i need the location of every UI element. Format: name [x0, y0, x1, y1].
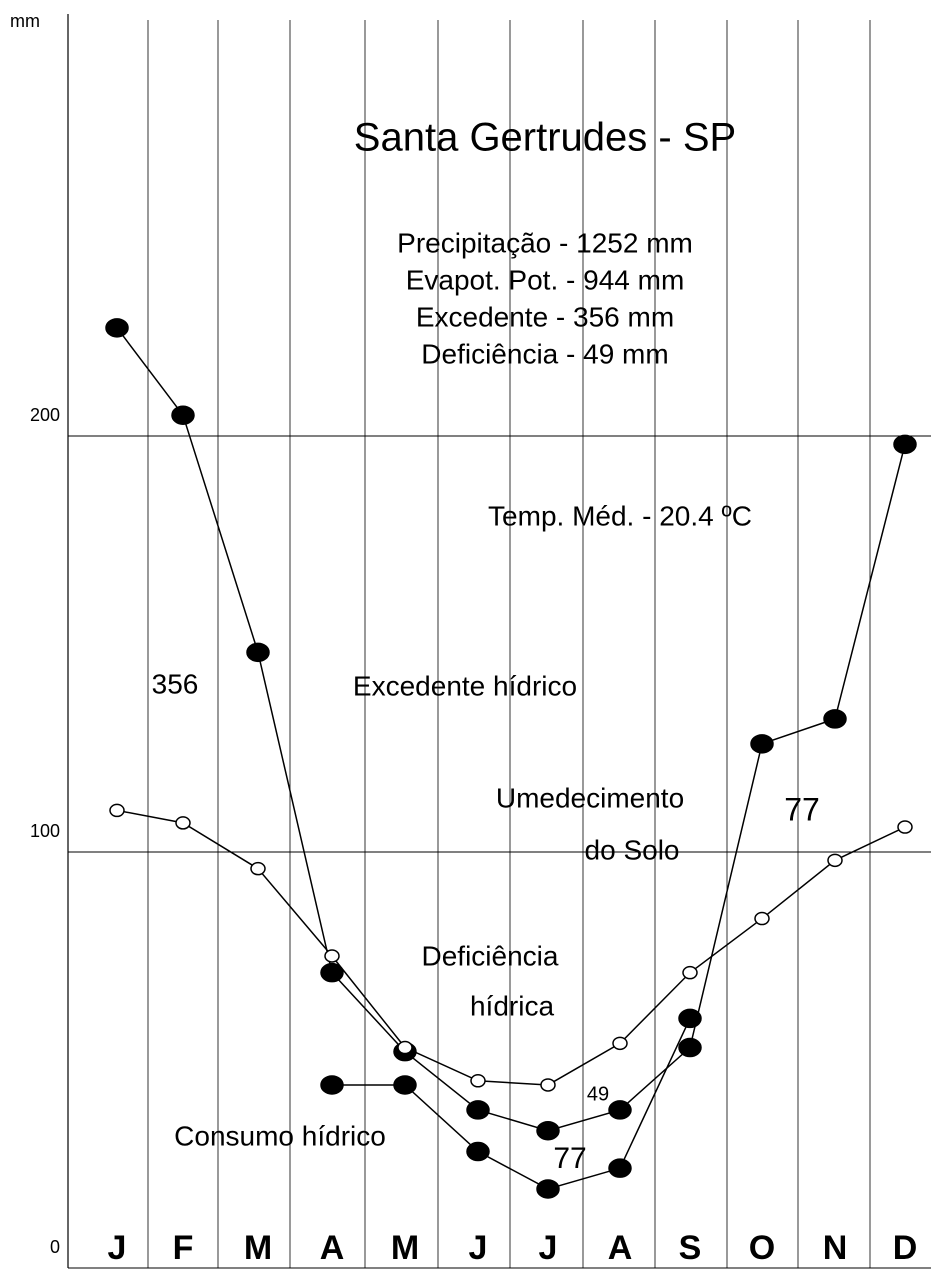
x-tick-label: A — [608, 1229, 633, 1267]
filled-point — [466, 1100, 490, 1120]
annotation: Consumo hídrico — [174, 1120, 386, 1151]
x-tick-label: J — [539, 1229, 558, 1267]
annotation: 77 — [553, 1142, 586, 1175]
filled-point — [393, 1075, 417, 1095]
y-tick-label: 200 — [30, 405, 60, 425]
filled-point — [678, 1037, 702, 1058]
filled-point — [171, 405, 195, 425]
filled-point — [608, 1100, 632, 1120]
open-point — [324, 949, 340, 963]
subtitle: Precipitação - 1252 mm — [397, 227, 693, 258]
open-point — [827, 853, 843, 868]
open-point — [109, 803, 125, 818]
x-tick-label: A — [320, 1229, 345, 1267]
series-line — [116, 327, 906, 1132]
subtitle: Evapot. Pot. - 944 mm — [406, 264, 685, 295]
subtitle: Excedente - 356 mm — [416, 301, 674, 332]
x-tick-label: S — [679, 1229, 702, 1267]
filled-point — [893, 434, 917, 455]
x-tick-label: O — [749, 1229, 775, 1267]
x-tick-label: N — [823, 1229, 848, 1267]
subtitle: Deficiência - 49 mm — [421, 338, 668, 369]
x-tick-label: D — [893, 1229, 918, 1267]
filled-point — [105, 318, 129, 338]
open-point — [470, 1074, 486, 1088]
open-point — [397, 1040, 413, 1055]
filled-point — [536, 1179, 560, 1199]
x-tick-label: M — [244, 1229, 272, 1267]
open-point — [250, 861, 266, 876]
annotation: Excedente hídrico — [353, 670, 577, 701]
filled-point — [466, 1141, 490, 1162]
filled-point — [320, 1075, 344, 1095]
x-tick-label: J — [469, 1229, 488, 1267]
open-point — [175, 816, 191, 830]
series-line — [332, 1018, 691, 1190]
filled-point — [536, 1120, 560, 1141]
open-point — [612, 1036, 628, 1051]
filled-point — [750, 734, 774, 754]
open-point — [540, 1078, 556, 1092]
x-tick-label: F — [173, 1229, 194, 1267]
filled-point — [246, 642, 270, 663]
annotation: do Solo — [585, 834, 680, 865]
annotation: Temp. Méd. - 20.4 ºC — [488, 500, 752, 531]
series-line — [116, 809, 906, 1086]
annotation: Umedecimento — [496, 782, 684, 813]
x-tick-label: M — [391, 1229, 419, 1267]
annotation: 49 — [587, 1083, 609, 1105]
y-axis-label: mm — [10, 11, 40, 31]
open-point — [682, 965, 698, 980]
open-point — [754, 911, 770, 926]
annotation: Deficiência — [422, 940, 559, 971]
y-tick-label: 0 — [50, 1237, 60, 1257]
filled-point — [678, 1008, 702, 1029]
y-tick-label: 100 — [30, 821, 60, 841]
annotation: 356 — [152, 668, 199, 699]
x-tick-label: J — [108, 1229, 127, 1267]
chart-title: Santa Gertrudes - SP — [354, 116, 736, 160]
filled-point — [608, 1158, 632, 1178]
filled-point — [320, 962, 344, 983]
filled-point — [823, 709, 847, 729]
annotation: 77 — [784, 791, 820, 827]
open-point — [897, 820, 913, 834]
annotation: hídrica — [470, 990, 554, 1021]
